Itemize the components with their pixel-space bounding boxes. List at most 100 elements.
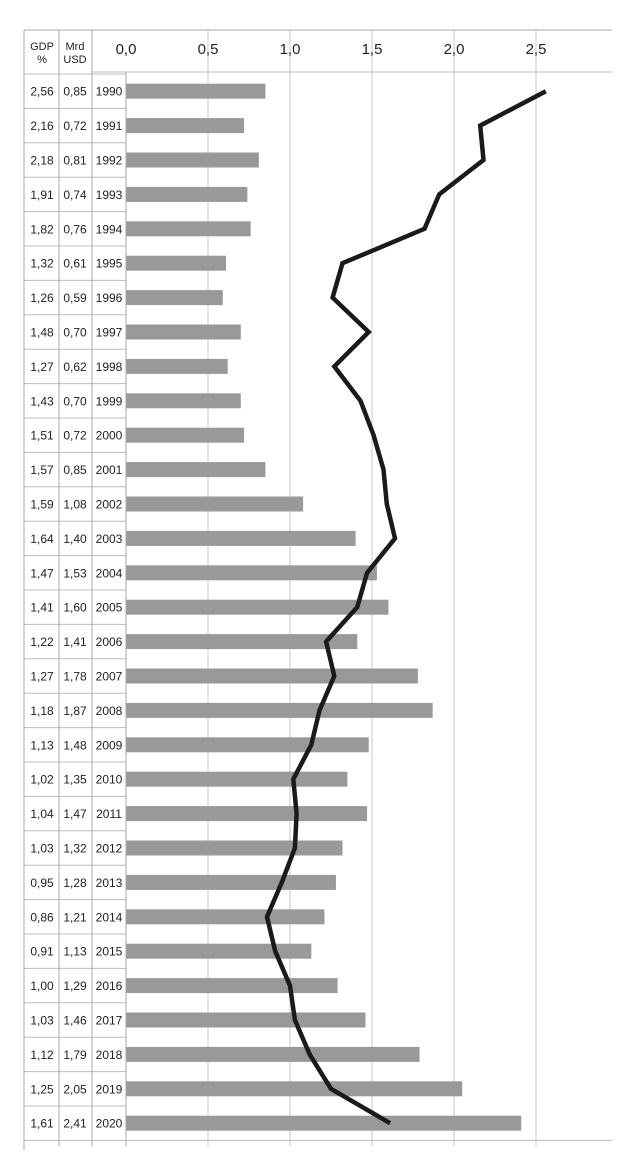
mrd-usd-cell: 1,32 [63,842,87,856]
mrd-usd-cell: 1,29 [63,979,87,993]
bar [126,1046,420,1062]
bar [126,978,338,994]
year-label: 1994 [96,222,123,236]
mrd-usd-cell: 1,79 [63,1048,87,1062]
data-table: GDP % Mrd USD 2,56 0,85 1990 2,16 0,72 1991 2,… [24,41,612,1141]
bar [126,737,369,753]
mrd-usd-cell: 1,40 [63,532,87,546]
x-tick-label: 1,0 [280,41,301,58]
header-mrd-line1: Mrd [66,41,85,53]
year-label: 1990 [96,85,123,99]
bar [126,324,241,340]
frame-lines [23,29,612,1150]
year-label: 2011 [96,807,122,821]
header-mrd-line2: USD [63,54,86,66]
bar [126,496,304,512]
mrd-usd-cell: 0,70 [63,326,87,340]
bar [126,668,418,684]
gdp-percent-cell: 1,43 [30,394,54,408]
year-label: 2000 [96,429,123,443]
line-series [264,89,547,1126]
x-tick-label: 2,5 [526,41,547,58]
gdp-percent-cell: 1,64 [30,532,54,546]
year-label: 2009 [96,738,123,752]
mrd-usd-cell: 1,60 [63,601,87,615]
bar [126,358,228,374]
gdp-percent-cell: 1,25 [30,1082,54,1096]
year-label: 1992 [96,154,123,168]
mrd-usd-cell: 1,47 [63,807,87,821]
mrd-usd-cell: 0,72 [63,119,87,133]
gdp-percent-cell: 1,32 [30,257,54,271]
year-label: 1996 [96,291,123,305]
bar [126,771,348,787]
mrd-usd-cell: 0,72 [63,429,87,443]
x-tick-label: 2,0 [444,41,465,58]
gdp-percent-cell: 1,47 [30,566,54,580]
bar [126,152,259,168]
gdp-percent-cell: 1,41 [30,601,54,615]
gdp-percent-cell: 1,91 [30,188,54,202]
year-label: 2002 [96,498,123,512]
mrd-usd-cell: 1,41 [63,635,87,649]
year-label: 2020 [96,1117,123,1131]
bar [126,462,266,478]
mrd-usd-cell: 1,28 [63,876,87,890]
bar [126,1115,522,1131]
year-label: 1997 [96,326,123,340]
bar [126,702,433,718]
mrd-usd-cell: 1,53 [63,566,87,580]
mrd-usd-cell: 2,41 [63,1117,87,1131]
year-label: 1999 [96,394,123,408]
year-label: 2005 [96,601,123,615]
year-label: 2007 [96,670,123,684]
bar [126,874,336,890]
bar [126,840,343,856]
mrd-usd-cell: 0,85 [63,85,87,99]
bar [126,427,245,443]
bar [126,1012,366,1028]
mrd-usd-cell: 0,81 [63,154,87,168]
mrd-usd-cell: 1,46 [63,1014,87,1028]
year-label: 2013 [96,876,123,890]
gdp-percent-cell: 1,27 [30,670,54,684]
header-gdp-line1: GDP [30,41,54,53]
mrd-usd-cell: 0,59 [63,291,87,305]
gdp-percent-cell: 0,86 [30,910,54,924]
gdp-percent-cell: 2,18 [30,154,54,168]
mrd-usd-cell: 1,35 [63,773,87,787]
bar [126,806,368,822]
gdp-percent-cell: 1,48 [30,326,54,340]
mrd-usd-cell: 1,13 [63,945,87,959]
year-label: 2014 [96,910,123,924]
gdp-share-line [264,89,547,1126]
gdp-percent-cell: 1,03 [30,1014,54,1028]
year-label: 2006 [96,635,123,649]
mrd-usd-cell: 1,08 [63,498,87,512]
year-label: 2008 [96,704,123,718]
gdp-percent-cell: 2,56 [30,85,54,99]
year-label: 2015 [96,945,123,959]
mrd-usd-cell: 0,76 [63,222,87,236]
grid-lines [92,30,612,1147]
mrd-usd-cell: 1,78 [63,670,87,684]
year-label: 2004 [96,566,123,580]
mrd-usd-cell: 0,74 [63,188,87,202]
bar [126,909,325,925]
bar [126,290,223,306]
gdp-percent-cell: 1,22 [30,635,54,649]
mrd-usd-cell: 0,70 [63,394,87,408]
gdp-percent-cell: 2,16 [30,119,54,133]
bar [126,118,245,134]
mrd-usd-cell: 1,87 [63,704,87,718]
bar [126,83,266,99]
mrd-usd-cell: 1,21 [63,910,87,924]
year-label: 2010 [96,773,123,787]
x-tick-label: 0,5 [198,41,219,58]
gdp-percent-cell: 1,61 [30,1117,54,1131]
mrd-usd-cell: 1,48 [63,738,87,752]
gdp-percent-cell: 1,12 [30,1048,54,1062]
bar [126,255,227,271]
gdp-percent-cell: 1,59 [30,498,54,512]
